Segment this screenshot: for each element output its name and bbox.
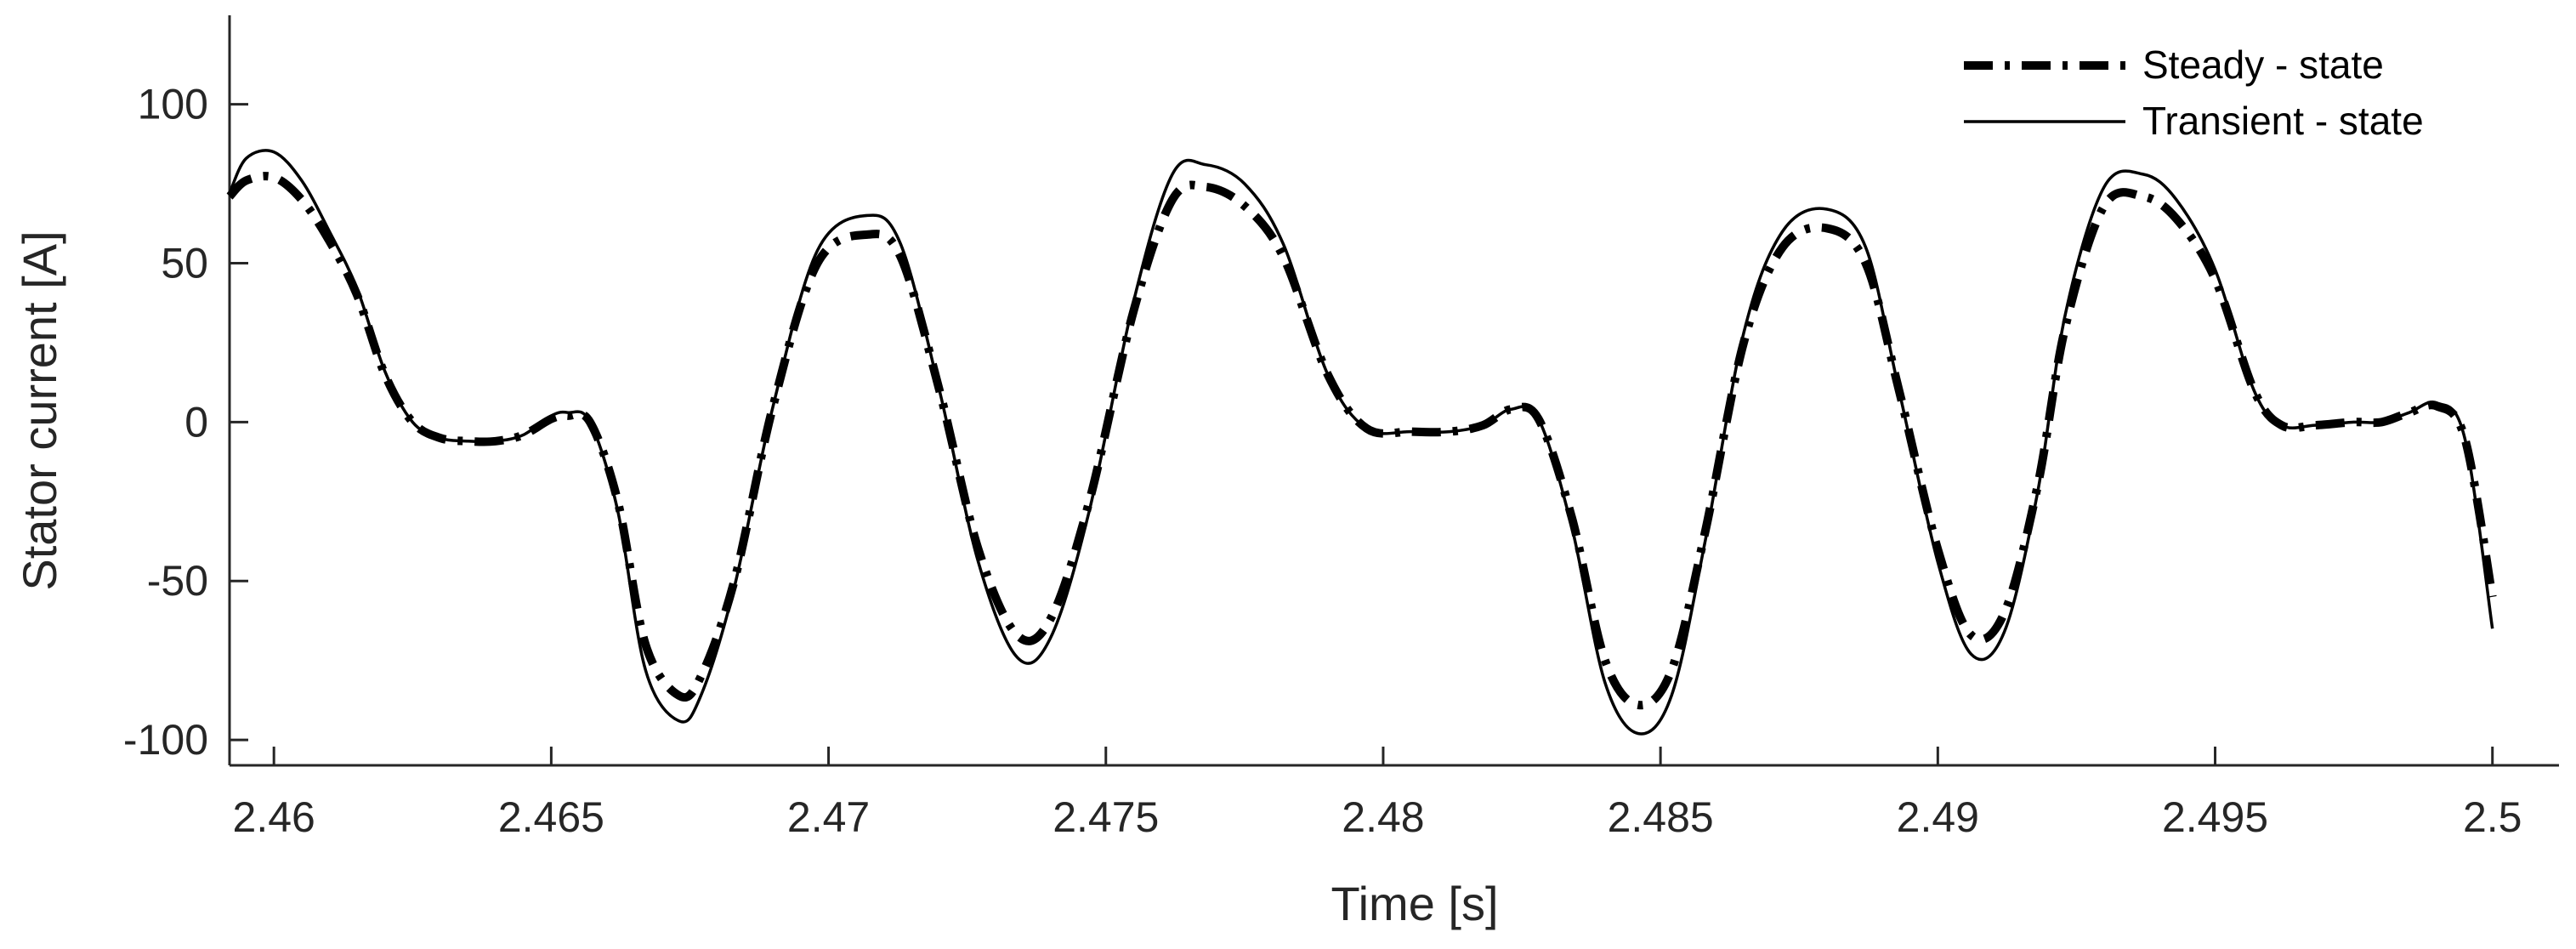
x-tick-label: 2.485	[1608, 793, 1714, 841]
x-tick-label: 2.495	[2162, 793, 2268, 841]
x-tick-label: 2.46	[233, 793, 315, 841]
series-line-transient-state	[228, 149, 2494, 736]
series-line-steady-state	[226, 172, 2497, 710]
x-tick-label: 2.5	[2463, 793, 2522, 841]
y-tick-label: 100	[138, 81, 208, 128]
tick-group: 2.46 2.465 2.47 2.475 2.48 2.485 2.49 2.495 2.5 -…	[123, 81, 2522, 841]
x-tick-label: 2.475	[1053, 793, 1159, 841]
plot-axes	[228, 15, 2559, 767]
y-tick-label: -50	[147, 557, 208, 605]
legend: Steady - state Transient - state	[1964, 43, 2424, 143]
x-tick-label: 2.465	[498, 793, 604, 841]
y-axis-title: Stator current [A]	[13, 230, 66, 590]
y-tick-label: 0	[184, 398, 208, 446]
x-axis-title: Time [s]	[1331, 877, 1498, 930]
legend-label-steady-state: Steady - state	[2142, 43, 2384, 87]
y-tick-label: -100	[123, 716, 208, 764]
y-tick-label: 50	[161, 240, 208, 287]
legend-label-transient-state: Transient - state	[2142, 99, 2424, 143]
x-tick-label: 2.47	[787, 793, 870, 841]
x-tick-label: 2.48	[1342, 793, 1424, 841]
series-group	[226, 149, 2497, 736]
x-tick-label: 2.49	[1897, 793, 1979, 841]
